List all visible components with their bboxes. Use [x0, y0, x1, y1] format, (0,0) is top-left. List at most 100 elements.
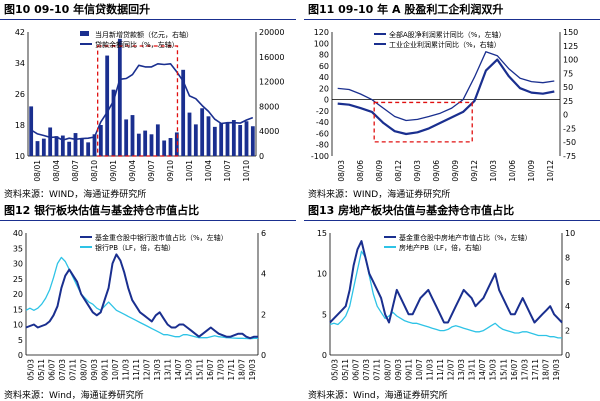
series-line-a-share-profit [337, 51, 555, 122]
left-tick-label: 42 [15, 28, 25, 37]
x-tick-label: 15/11 [195, 359, 204, 381]
right-tick-label: 0 [563, 111, 568, 120]
right-tick-label: 10 [565, 229, 575, 238]
x-tick-label: 13/03 [457, 359, 466, 381]
bar [60, 135, 65, 156]
bar [111, 89, 116, 156]
left-tick-label: 40 [319, 73, 329, 82]
bar [149, 134, 154, 156]
legend-label: 银行PB（LF，倍，右轴） [95, 243, 175, 252]
x-tick-label: 15/11 [499, 359, 508, 381]
bar [105, 55, 110, 157]
right-tick-label: 12000 [259, 78, 284, 87]
left-tick-label: 35 [13, 244, 23, 253]
panel-source: 资料来源：WIND，海通证券研究所 [308, 190, 451, 200]
legend-label: 基金重仓股中房地产市值占比（%，左轴） [399, 233, 532, 242]
x-tick-label: 11/11 [436, 359, 445, 381]
panel-title: 图12 银行板块估值与基金持仓市值占比 [0, 201, 296, 221]
right-tick-label: -75 [563, 152, 576, 161]
x-tick-label: 08/07 [79, 359, 88, 381]
x-tick-label: 09/06 [432, 160, 441, 182]
x-tick-label: 10/07 [223, 160, 232, 182]
x-tick-label: 05/03 [27, 359, 36, 381]
x-tick-label: 18/07 [541, 359, 550, 381]
x-tick-label: 06/07 [352, 359, 361, 381]
left-tick-label: 0 [322, 351, 327, 360]
x-tick-label: 15/03 [185, 359, 194, 381]
chart-credit: 10 18 26 34 42 0 4000 8000 12000 16000 20000 08/01 0… [15, 28, 285, 182]
legend-label: 房地产PB（LF，倍，右轴） [399, 243, 486, 252]
right-tick-label: 6 [261, 229, 266, 238]
x-tick-label: 06/07 [48, 359, 57, 381]
left-tick-label: 0 [18, 351, 23, 360]
x-tick-label: 10/01 [185, 160, 194, 182]
x-tick-label: 10/04 [204, 160, 213, 182]
right-tick-label: 50 [563, 83, 573, 92]
bar [117, 38, 122, 156]
x-tick-label: 12/07 [143, 359, 152, 381]
right-tick-label: 75 [563, 69, 573, 78]
x-tick-label: 07/11 [69, 359, 78, 381]
x-tick-label: 10/12 [546, 160, 555, 182]
x-tick-label: 08/03 [337, 160, 346, 182]
series-line-pb [329, 250, 562, 339]
left-tick-label: 34 [15, 59, 25, 68]
x-tick-label: 10/10 [242, 160, 251, 182]
right-tick-label: 2 [261, 310, 266, 319]
right-tick-label: 6 [565, 278, 570, 287]
right-tick-label: -25 [563, 124, 576, 133]
x-tick-label: 16/07 [510, 359, 519, 381]
right-tick-label: 2 [565, 327, 570, 336]
left-tick-label: 10 [317, 270, 327, 279]
series-line-pb [25, 256, 258, 340]
x-tick-label: 11/03 [425, 359, 434, 381]
chart-bank: 0 5 10 15 20 25 30 35 40 0 2 4 6 05/03 05/11 06/07 07/03… [13, 229, 266, 381]
bar [244, 121, 249, 156]
left-tick-label: 26 [15, 90, 25, 99]
x-tick-label: 10/06 [508, 160, 517, 182]
right-tick-label: 0 [261, 351, 266, 360]
left-tick-label: 25 [13, 275, 23, 284]
x-tick-label: 08/07 [383, 359, 392, 381]
x-tick-label: 09/04 [128, 160, 137, 182]
left-tick-label: 10 [13, 321, 23, 330]
x-tick-label: 15/03 [489, 359, 498, 381]
left-tick-label: 5 [18, 336, 23, 345]
series-line-loan-growth [30, 62, 254, 141]
x-tick-label: 05/11 [37, 359, 46, 381]
bar [231, 120, 236, 156]
legend-label: 贷款余额同比（%，左轴） [95, 40, 179, 49]
left-tick-label: 10 [15, 152, 25, 161]
panel-source: 资料来源：Wind，海通证券研究所 [308, 391, 448, 401]
x-tick-label: 05/03 [331, 359, 340, 381]
chart-realestate: 0 5 10 15 0 2 4 6 8 10 05/03 05/11 06/07 07/03 07/11 08… [317, 229, 575, 381]
bar [124, 119, 129, 156]
legend-label: 基金重仓股中银行股市值占比（%，左轴） [95, 233, 228, 242]
left-tick-label: 80 [319, 51, 329, 60]
x-tick-label: 10/09 [527, 160, 536, 182]
x-tick-label: 08/09 [375, 160, 384, 182]
bar [143, 130, 148, 156]
x-tick-label: 17/11 [227, 359, 236, 381]
x-tick-label: 10/07 [415, 359, 424, 381]
panel-source: 资料来源：WIND，海通证券研究所 [4, 190, 147, 200]
bar [67, 141, 72, 156]
x-tick-label: 07/11 [373, 359, 382, 381]
x-tick-label: 09/03 [413, 160, 422, 182]
right-tick-label: 8000 [259, 102, 279, 111]
x-tick-label: 08/04 [52, 160, 61, 182]
left-tick-label: 20 [13, 290, 23, 299]
bar [168, 138, 173, 156]
bar [238, 125, 243, 156]
right-tick-label: 0 [565, 351, 570, 360]
bar [73, 133, 78, 156]
chart-profit: -100 -80 -60 -40 -20 0 20 40 60 80 100 120 -75 -50 -25… [311, 28, 578, 182]
x-tick-label: 08/12 [394, 160, 403, 182]
x-tick-label: 17/03 [520, 359, 529, 381]
right-tick-label: 4000 [259, 127, 279, 136]
bar [206, 116, 211, 156]
right-tick-label: 125 [563, 42, 578, 51]
bar [86, 142, 91, 156]
x-tick-label: 14/07 [478, 359, 487, 381]
bar [130, 115, 135, 156]
